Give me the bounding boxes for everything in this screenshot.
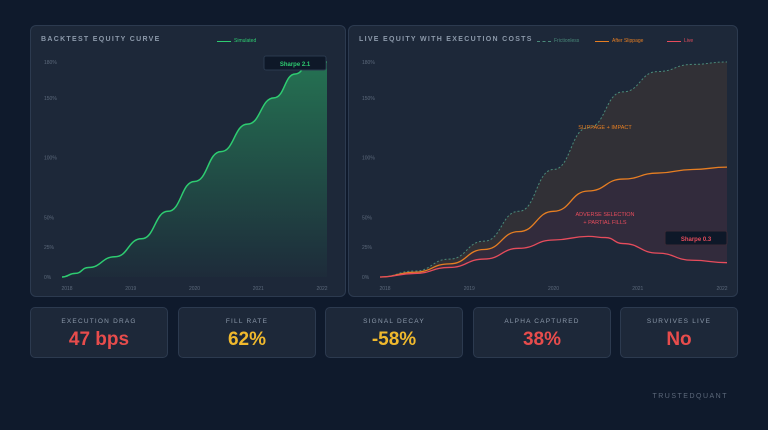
sharpe-badge bbox=[263, 55, 327, 71]
y-tick-label: 150% bbox=[44, 96, 57, 102]
metric-fill-rate: FILL RATE 62% bbox=[178, 307, 316, 358]
live-panel: LIVE EQUITY WITH EXECUTION COSTS Frictio… bbox=[348, 25, 738, 297]
annotation-adverse: ADVERSE SELECTION bbox=[576, 212, 635, 218]
x-tick-label: 2021 bbox=[632, 286, 643, 292]
x-tick-label: 2019 bbox=[464, 286, 475, 292]
metric-execution-drag: EXECUTION DRAG 47 bps bbox=[30, 307, 168, 358]
after-slippage-line bbox=[379, 166, 728, 278]
metric-value: No bbox=[666, 329, 692, 350]
legend-live-swatch bbox=[667, 40, 681, 42]
y-tick-label: 100% bbox=[362, 156, 375, 162]
legend-live: Live bbox=[667, 38, 693, 44]
y-tick-label: 150% bbox=[362, 96, 375, 102]
metric-value: 62% bbox=[227, 329, 267, 350]
brand-wordmark: TRUSTEDQUANT bbox=[652, 393, 728, 400]
annotation-slippage: SLIPPAGE + IMPACT bbox=[578, 125, 632, 131]
x-tick-label: 2021 bbox=[253, 286, 264, 292]
legend-frictionless-label: Frictionless bbox=[554, 38, 580, 44]
y-tick-label: 180% bbox=[44, 60, 57, 66]
x-tick-label: 2022 bbox=[316, 286, 327, 292]
metric-value: 47 bps bbox=[68, 329, 130, 350]
live-title: LIVE EQUITY WITH EXECUTION COSTS bbox=[359, 36, 533, 43]
x-tick-label: 2020 bbox=[548, 286, 559, 292]
sharpe-badge-text: Sharpe 2.1 bbox=[280, 62, 311, 68]
metric-label: SURVIVES LIVE bbox=[646, 318, 712, 325]
metric-label: EXECUTION DRAG bbox=[61, 318, 137, 325]
backtest-panel: BACKTEST EQUITY CURVE Simulated 0% 25% 50%… bbox=[30, 25, 346, 297]
sharpe-badge-text: Sharpe 0.3 bbox=[681, 237, 712, 243]
y-tick-label: 50% bbox=[362, 215, 373, 221]
legend-after-slippage-swatch bbox=[595, 40, 609, 42]
metric-signal-decay: SIGNAL DECAY -58% bbox=[325, 307, 463, 358]
y-tick-label: 0% bbox=[44, 275, 52, 281]
slippage-gap-area bbox=[380, 62, 727, 277]
x-tick-label: 2019 bbox=[125, 286, 136, 292]
legend-after-slippage-label: After Slippage bbox=[612, 38, 644, 44]
x-tick-label: 2018 bbox=[379, 286, 390, 292]
y-tick-label: 25% bbox=[44, 245, 55, 251]
y-tick-label: 180% bbox=[362, 60, 375, 66]
metric-value: 38% bbox=[522, 329, 562, 350]
x-tick-label: 2018 bbox=[61, 286, 72, 292]
annotation-partial: + PARTIAL FILLS bbox=[583, 220, 626, 226]
legend-frictionless: Frictionless bbox=[537, 38, 579, 44]
live-chart: 0% 25% 50% 100% 150% 180% 2018 2019 2020 2021 2022… bbox=[362, 60, 728, 292]
legend-simulated-label: Simulated bbox=[234, 38, 257, 44]
sharpe-badge bbox=[664, 230, 728, 246]
y-tick-label: 0% bbox=[362, 275, 370, 281]
live-line bbox=[379, 235, 728, 278]
adverse-gap-area bbox=[380, 167, 727, 277]
y-tick-label: 100% bbox=[44, 156, 57, 162]
simulated-area bbox=[62, 62, 327, 277]
metric-alpha-captured: ALPHA CAPTURED 38% bbox=[473, 307, 611, 358]
metric-label: FILL RATE bbox=[225, 318, 269, 325]
legend-live-label: Live bbox=[684, 38, 694, 44]
x-tick-label: 2020 bbox=[189, 286, 200, 292]
backtest-chart: 0% 25% 50% 100% 150% 180% 2018 2019 2020 2021 2022… bbox=[44, 55, 328, 292]
legend-after-slippage: After Slippage bbox=[595, 38, 643, 44]
x-tick-label: 2022 bbox=[716, 286, 727, 292]
legend-simulated-swatch bbox=[217, 40, 231, 42]
metric-label: ALPHA CAPTURED bbox=[504, 318, 580, 325]
y-tick-label: 50% bbox=[44, 215, 55, 221]
simulated-line bbox=[61, 61, 327, 278]
legend-simulated: Simulated bbox=[217, 38, 256, 44]
metric-value: -58% bbox=[371, 329, 417, 350]
legend-frictionless-swatch bbox=[537, 40, 551, 42]
metric-survives-live: SURVIVES LIVE No bbox=[620, 307, 738, 358]
metric-label: SIGNAL DECAY bbox=[363, 318, 425, 325]
backtest-title: BACKTEST EQUITY CURVE bbox=[41, 36, 161, 43]
y-tick-label: 25% bbox=[362, 245, 373, 251]
